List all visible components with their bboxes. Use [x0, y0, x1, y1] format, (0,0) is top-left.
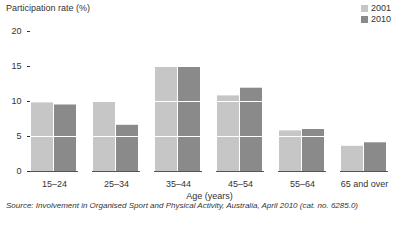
- svg-text:45–54: 45–54: [228, 179, 253, 189]
- svg-text:5: 5: [16, 131, 21, 141]
- svg-text:35–44: 35–44: [166, 179, 191, 189]
- html-text:Source: Involvement in Organis: Source: Involvement in Organised Sport a…: [6, 201, 358, 210]
- svg-text:25–34: 25–34: [104, 179, 129, 189]
- svg-text:65 and over: 65 and over: [341, 179, 389, 189]
- svg-text:15: 15: [11, 61, 21, 71]
- html-text:2001: 2001: [371, 3, 391, 13]
- svg-text:0: 0: [16, 166, 21, 176]
- svg-text:55–64: 55–64: [290, 179, 315, 189]
- html-text:2010: 2010: [371, 14, 391, 24]
- svg-text:Age (years): Age (years): [186, 191, 233, 201]
- svg-text:10: 10: [11, 96, 21, 106]
- svg-text:15–24: 15–24: [42, 179, 67, 189]
- html-text:Participation rate (%): Participation rate (%): [6, 3, 90, 13]
- svg-text:20: 20: [11, 26, 21, 36]
